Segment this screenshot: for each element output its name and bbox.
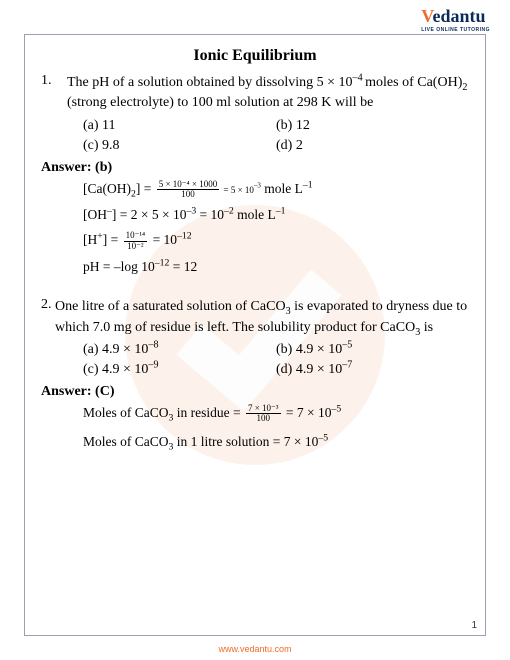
q1-opt-d: (d) 2 — [276, 138, 469, 154]
q2-opt-d: (d) 4.9 × 10–7 — [276, 362, 469, 378]
q2-opt-b: (b) 4.9 × 10–5 — [276, 342, 469, 358]
document-page: Ionic Equilibrium 1. The pH of a solutio… — [24, 34, 486, 636]
question-2: 2. One litre of a saturated solution of … — [41, 297, 469, 338]
fraction: 5 × 10⁻⁴ × 1000100 — [157, 180, 220, 200]
q1-text-part: (strong electrolyte) to 100 ml solution … — [67, 95, 373, 110]
q2-solution: Moles of CaCO3 in residue = 7 × 10⁻³100 … — [83, 404, 469, 450]
q1-step-3: [H+] = 10⁻¹⁴10⁻² = 10–12 — [83, 231, 469, 251]
q1-sub: 2 — [462, 82, 467, 93]
q1-opt-a: (a) 11 — [83, 118, 276, 134]
q1-opt-b: (b) 12 — [276, 118, 469, 134]
q2-opt-c: (c) 4.9 × 10–9 — [83, 362, 276, 378]
q2-opt-a: (a) 4.9 × 10–8 — [83, 342, 276, 358]
fraction: 10⁻¹⁴10⁻² — [124, 231, 148, 251]
logo-rest: edantu — [433, 6, 486, 26]
question-1: 1. The pH of a solution obtained by diss… — [41, 73, 469, 114]
q1-text-part: moles of Ca(OH) — [365, 75, 462, 90]
logo-tagline: LIVE ONLINE TUTORING — [421, 27, 490, 33]
q1-number: 1. — [41, 73, 67, 114]
page-number: 1 — [471, 620, 477, 631]
q2-text: One litre of a saturated solution of CaC… — [55, 297, 469, 338]
q1-answer: Answer: (b) — [41, 160, 469, 176]
q1-text: The pH of a solution obtained by dissolv… — [67, 73, 469, 114]
brand-logo: Vedantu LIVE ONLINE TUTORING — [421, 6, 490, 33]
q1-opt-c: (c) 9.8 — [83, 138, 276, 154]
q2-options: (a) 4.9 × 10–8 (b) 4.9 × 10–5 (c) 4.9 × … — [83, 342, 469, 378]
footer-url: www.vedantu.com — [0, 644, 510, 654]
q2-step-1: Moles of CaCO3 in residue = 7 × 10⁻³100 … — [83, 404, 469, 424]
q1-sup: –4 — [353, 72, 366, 83]
page-content: Ionic Equilibrium 1. The pH of a solutio… — [41, 47, 469, 450]
q2-answer: Answer: (C) — [41, 384, 469, 400]
page-title: Ionic Equilibrium — [41, 47, 469, 65]
q2-text-part: One litre of a saturated solution of CaC… — [55, 299, 286, 314]
q2-number: 2. — [41, 297, 55, 338]
q1-solution: [Ca(OH)2] = 5 × 10⁻⁴ × 1000100 = 5 × 10–… — [83, 180, 469, 276]
q1-text-part: The pH of a solution obtained by dissolv… — [67, 75, 353, 90]
fraction: 7 × 10⁻³100 — [246, 404, 281, 424]
q2-step-2: Moles of CaCO3 in 1 litre solution = 7 ×… — [83, 434, 469, 450]
q1-step-4: pH = –log 10–12 = 12 — [83, 259, 469, 275]
logo-v: V — [421, 6, 432, 26]
q2-text-part: is — [420, 320, 433, 335]
q1-step-2: [OH–] = 2 × 5 × 10–3 = 10–2 mole L–1 — [83, 207, 469, 223]
q1-options: (a) 11 (b) 12 (c) 9.8 (d) 2 — [83, 118, 469, 154]
q1-step-1: [Ca(OH)2] = 5 × 10⁻⁴ × 1000100 = 5 × 10–… — [83, 180, 469, 200]
